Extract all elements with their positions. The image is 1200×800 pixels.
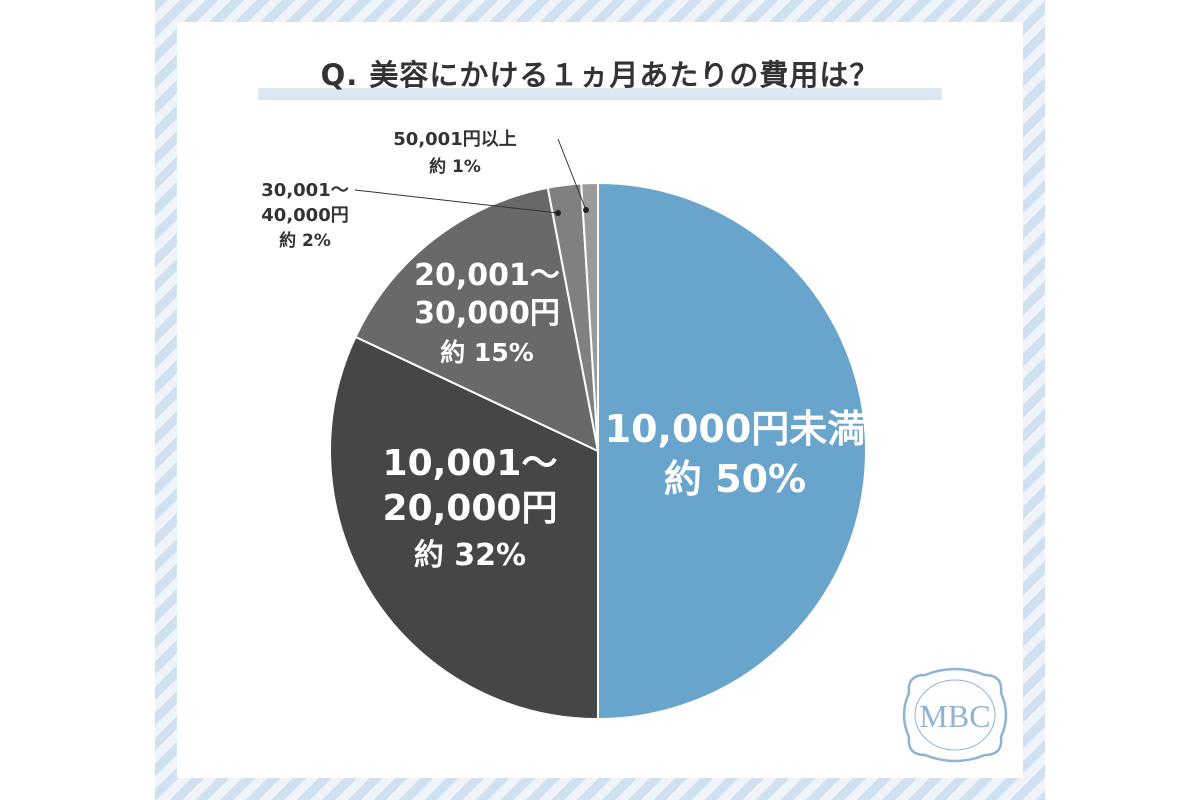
leader-lines [354,138,589,216]
slice-label-line: 50,001円以上 [393,129,516,150]
slice-label-3: 20,001〜 30,000円約 15% [414,258,560,367]
slice-label-line: 約 50% [664,457,806,501]
leader-line-5 [557,138,587,211]
leader-dot-4 [555,210,561,216]
slice-label-2: 10,001〜 20,000円約 32% [383,443,558,573]
pie-slices [329,181,867,721]
slice-label-line: 約 15% [440,338,534,367]
slice-label-line: 40,000円 [261,205,348,226]
slice-label-1: 10,000円未満約 50% [605,407,866,501]
pie-slice-1 [597,181,867,721]
pie-slice-5 [580,181,599,452]
pie-slice-3 [354,186,600,453]
leader-line-4 [354,189,559,214]
logo-badge-outline [902,667,1008,763]
leader-dot-5 [583,207,589,213]
chart-title: Q. 美容にかける１ヵ月あたりの費用は？ [320,58,880,92]
slice-label-line: 約 32% [414,538,526,573]
slice-label-4: 30,001〜 40,000円約 2% [261,180,348,251]
slice-label-line: 10,000円未満 [605,407,866,451]
slice-label-5: 50,001円以上約 1% [393,129,516,177]
slice-labels: 10,000円未満約 50% 10,001〜 20,000円約 32% 20,001〜… [261,129,865,573]
pie-slice-2 [329,335,599,721]
slice-label-line: 20,000円 [383,488,558,529]
mbc-logo: MBC [902,667,1008,763]
slice-label-line: 30,000円 [414,296,560,331]
slice-label-line: 約 1% [429,156,481,177]
slice-label-line: 20,001〜 [414,258,560,293]
slice-label-line: 30,001〜 [261,180,348,201]
slice-label-line: 10,001〜 [383,443,558,484]
logo-text: MBC [919,698,990,734]
logo-inner-ring [914,679,996,751]
title-underline [258,88,942,100]
title-container: Q. 美容にかける１ヵ月あたりの費用は？ [0,52,1200,98]
slice-label-line: 約 2% [279,230,331,251]
